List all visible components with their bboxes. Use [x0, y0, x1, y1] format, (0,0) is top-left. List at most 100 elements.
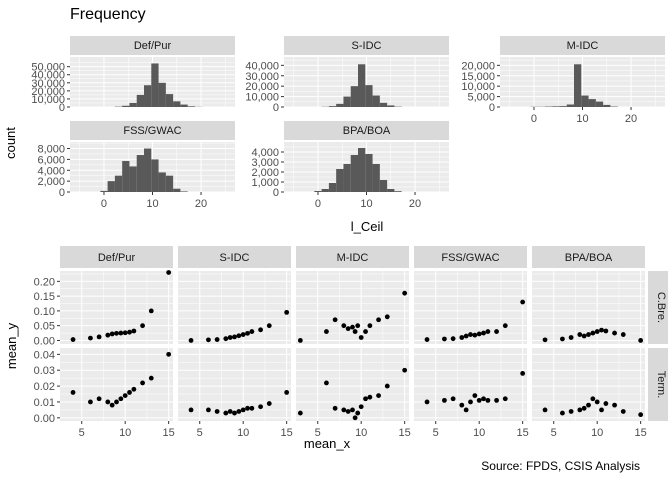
scatter-point [581, 405, 587, 411]
y-tick-label: 40,000 [245, 60, 279, 72]
y-tick-label: 30,000 [245, 71, 279, 83]
scatter-panel [296, 271, 409, 344]
x-tick-label: 5 [551, 427, 557, 439]
scatter-point [297, 410, 303, 416]
histogram-bar [566, 104, 575, 107]
histogram-bar [129, 102, 137, 107]
panel-background [414, 348, 527, 421]
scatter-point [594, 329, 600, 334]
scatter-point [345, 326, 351, 332]
x-tick-label: 15 [281, 427, 293, 439]
y-tick-label: 20,000 [245, 81, 279, 93]
facet-strip [532, 246, 645, 268]
histogram-bar [588, 99, 596, 107]
scatter-panel: 5 10 15 [414, 348, 529, 439]
hist-y-axis-label: count [3, 127, 18, 159]
scatter-point [638, 412, 644, 418]
scatter-point [494, 397, 499, 403]
scatter-point [227, 335, 233, 340]
x-tick-label: 5 [433, 427, 439, 439]
scatter-point [127, 390, 132, 395]
y-tick-label: 2,000 [251, 167, 279, 179]
scatter-point [324, 380, 329, 386]
scatter-point [402, 367, 408, 373]
x-tick-label: 20 [409, 198, 421, 210]
scatter-point [345, 409, 351, 414]
scatter-point [227, 409, 233, 414]
scatter-point [358, 404, 364, 410]
facet-strip-label: FSS/GWAC [123, 125, 181, 137]
scatter-point [468, 332, 473, 337]
scatter-point [122, 393, 128, 399]
histogram-bar [180, 104, 188, 107]
scatter-point [424, 337, 430, 342]
scatter-point [520, 370, 526, 376]
facet-strip [414, 246, 527, 268]
scatter-y-axis-label: mean_y [4, 322, 19, 369]
histogram-bar [314, 191, 322, 192]
y-tick-label: 0.02 [34, 381, 55, 393]
scatter-point [109, 331, 115, 337]
facet-strip-label: S-IDC [352, 40, 382, 52]
scatter-point [603, 328, 609, 334]
facet-strip [284, 121, 449, 140]
facet-strip-row [648, 271, 668, 344]
panel-background [178, 271, 291, 344]
scatter-point [118, 396, 124, 402]
scatter-point [612, 402, 617, 408]
scatter-panel [178, 271, 291, 344]
histogram-bar [394, 191, 402, 192]
y-tick-label: 3,000 [251, 157, 279, 169]
scatter-point [188, 338, 194, 343]
scatter-point [468, 399, 473, 405]
histogram-bar [372, 95, 380, 107]
scatter-point [214, 337, 220, 342]
histogram-bar [173, 101, 181, 107]
scatter-point [459, 335, 465, 340]
scatter-point [114, 330, 119, 336]
scatter-point [568, 409, 574, 414]
scatter-point [350, 407, 355, 413]
scatter-point [485, 329, 491, 334]
scatter-point [355, 410, 361, 416]
facet-strip-label: BPA/BOA [565, 252, 613, 264]
scatter-point [166, 351, 172, 357]
facet-strip [70, 36, 235, 55]
y-tick-label: 30,000 [31, 78, 65, 90]
histogram-bar [387, 189, 395, 192]
scatter-point [118, 330, 124, 336]
y-tick-label: 10,000 [31, 94, 65, 106]
scatter-point [384, 314, 390, 320]
facet-strip-label: Def/Pur [98, 252, 136, 264]
scatter-point [459, 402, 465, 408]
scatter-point [245, 405, 250, 411]
x-tick-label: 10 [119, 427, 131, 439]
x-tick-label: 10 [360, 198, 372, 210]
facet-strip [60, 246, 173, 268]
scatter-point [96, 396, 102, 402]
scatter-point [367, 394, 373, 400]
scatter-point [236, 333, 242, 339]
y-tick-label: 5,000 [467, 92, 495, 104]
scatter-panel [532, 271, 645, 344]
y-tick-label: 0.00 [34, 413, 55, 425]
histogram-bar [144, 85, 152, 107]
scatter-point [223, 410, 229, 416]
histogram-bar [114, 175, 123, 192]
scatter-point [131, 328, 137, 334]
histogram-bar [574, 64, 582, 107]
panel-background [296, 271, 409, 344]
histogram-bar [336, 169, 344, 192]
histogram-bar [379, 102, 388, 107]
scatter-point [363, 329, 368, 334]
x-tick-label: 20 [195, 198, 207, 210]
histogram-bar [144, 148, 152, 192]
x-tick-label: 0 [101, 198, 107, 210]
histogram-bar [595, 101, 604, 107]
scatter-point [599, 407, 604, 413]
scatter-x-axis-label: mean_x [304, 436, 351, 451]
scatter-point [358, 335, 364, 340]
x-tick-label: 15 [517, 427, 529, 439]
x-tick-label: 15 [635, 427, 647, 439]
